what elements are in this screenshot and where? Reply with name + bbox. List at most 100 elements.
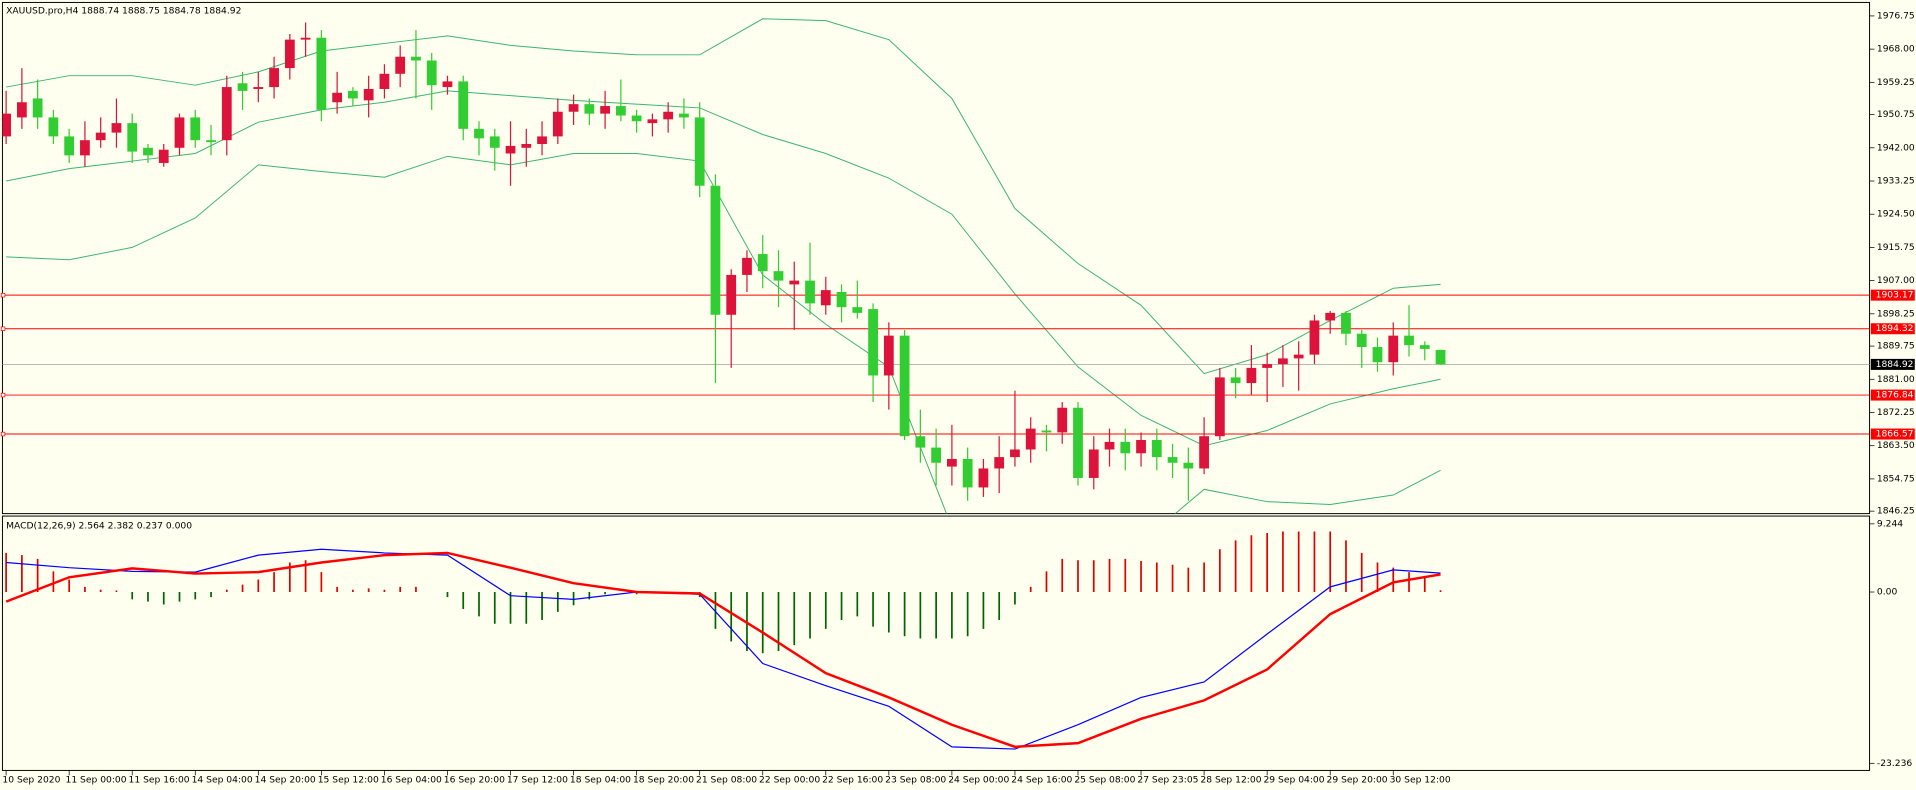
y-tick-label: 1959.25 — [1877, 77, 1915, 88]
y-tick-label: 1968.00 — [1877, 44, 1915, 55]
candle-body — [742, 257, 752, 275]
candle-body — [915, 436, 926, 448]
candle-body — [363, 88, 374, 101]
candle-body — [1388, 335, 1399, 363]
x-tick-label: 25 Sep 08:00 — [1074, 775, 1135, 786]
candle-body — [1167, 457, 1178, 463]
x-tick-label: 24 Sep 16:00 — [1011, 775, 1072, 786]
candle-body — [332, 92, 343, 103]
candle-body — [269, 68, 279, 88]
candle-body — [931, 447, 942, 463]
candle-body — [206, 140, 216, 143]
x-tick-label: 11 Sep 16:00 — [129, 775, 190, 786]
y-tick-label: 1924.50 — [1877, 209, 1915, 220]
candle-body — [1104, 441, 1115, 450]
x-tick-label: 18 Sep 04:00 — [570, 775, 631, 786]
x-tick-label: 22 Sep 16:00 — [822, 775, 883, 786]
candle-body — [1325, 312, 1336, 321]
level-label: 1876.84 — [1876, 390, 1914, 401]
candle-body — [1199, 436, 1209, 469]
candle-body — [1136, 440, 1146, 454]
y-tick-label: 1863.50 — [1877, 440, 1915, 451]
candle-body — [947, 458, 957, 467]
chart-title: XAUUSD.pro,H4 1888.74 1888.75 1884.78 18… — [6, 6, 241, 17]
candle-body — [1025, 428, 1036, 450]
candle-body — [994, 457, 1005, 469]
candle-body — [284, 39, 295, 69]
macd-line — [6, 548, 1441, 750]
candle-body — [1246, 367, 1257, 384]
candle-body — [1435, 349, 1446, 365]
y-tick-label: 1915.75 — [1877, 242, 1915, 253]
candle-body — [379, 73, 390, 89]
y-tick-label: 1872.25 — [1877, 407, 1915, 418]
candle-body — [521, 143, 532, 148]
x-tick-label: 23 Sep 08:00 — [885, 775, 946, 786]
macd-line — [5, 551, 1441, 749]
candle-body — [820, 290, 831, 306]
candle-body — [316, 37, 327, 110]
x-tick-label: 21 Sep 08:00 — [696, 775, 757, 786]
x-tick-label: 28 Sep 12:00 — [1200, 775, 1261, 786]
level-label: 1894.32 — [1876, 323, 1914, 334]
candle-body — [442, 81, 453, 88]
candle-body — [474, 128, 484, 139]
candle-body — [600, 106, 610, 114]
price-panel — [1, 1, 1871, 515]
y-tick-label: 1950.75 — [1877, 109, 1915, 120]
candle-body — [883, 335, 894, 376]
candle-body — [64, 136, 75, 156]
candle-body — [1309, 320, 1320, 355]
level-label: 1903.17 — [1876, 290, 1914, 301]
y-tick-label: 1898.25 — [1877, 308, 1915, 319]
candle-body — [694, 117, 705, 186]
candle-body — [773, 271, 784, 281]
bollinger-band — [6, 152, 1441, 514]
level-label-box — [1870, 323, 1915, 335]
candle-body — [221, 87, 232, 141]
candle-body — [1073, 407, 1083, 478]
level-marker — [0, 392, 6, 398]
candle-body — [190, 117, 201, 141]
bid-label: 1884.92 — [1876, 359, 1914, 370]
level-label: 1866.57 — [1876, 429, 1914, 440]
bollinger-band — [6, 90, 1441, 447]
candle-body — [1372, 347, 1383, 363]
candle-body — [1356, 333, 1367, 348]
level-marker — [0, 431, 6, 437]
candle-body — [174, 117, 185, 148]
candle-body — [852, 307, 863, 313]
x-tick-label: 29 Sep 20:00 — [1327, 775, 1388, 786]
candle-body — [584, 104, 595, 114]
level-label-box — [1870, 428, 1915, 440]
candle-body — [1262, 364, 1273, 368]
candle-body — [1230, 377, 1241, 384]
x-tick-label: 27 Sep 23:05 — [1137, 775, 1198, 786]
candle-body — [899, 335, 910, 437]
x-tick-label: 16 Sep 04:00 — [381, 775, 442, 786]
candle-body — [489, 136, 500, 148]
candle-body — [143, 147, 153, 156]
candle-body — [158, 149, 169, 163]
candle-body — [300, 37, 311, 40]
candle-body — [237, 83, 248, 91]
y-tick-label: 1846.25 — [1877, 506, 1915, 517]
candle-body — [1057, 407, 1068, 433]
candle-body — [836, 291, 847, 308]
candle-body — [1293, 354, 1304, 359]
candle-body — [631, 115, 642, 122]
candle-body — [663, 111, 674, 120]
x-tick-label: 24 Sep 00:00 — [948, 775, 1009, 786]
candle-body — [647, 119, 658, 124]
candle-body — [679, 113, 689, 118]
candle-body — [1419, 345, 1430, 349]
y-tick-label: 1907.00 — [1877, 275, 1915, 286]
level-marker — [0, 292, 6, 298]
candle-body — [757, 254, 768, 272]
x-tick-label: 30 Sep 12:00 — [1390, 775, 1451, 786]
candle-body — [16, 102, 27, 118]
candle-body — [1183, 462, 1194, 469]
y-tick-label: 1889.75 — [1877, 341, 1915, 352]
